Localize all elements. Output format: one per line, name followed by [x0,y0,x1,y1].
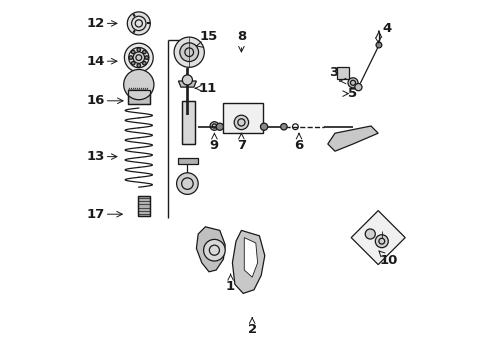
Circle shape [365,229,375,239]
Circle shape [348,78,358,88]
Circle shape [210,122,219,130]
Circle shape [131,62,135,65]
Circle shape [375,235,388,248]
Text: 3: 3 [329,66,338,78]
Text: 7: 7 [237,139,246,152]
Text: 14: 14 [86,55,105,68]
Text: 9: 9 [210,139,219,152]
Circle shape [234,115,248,130]
Circle shape [261,123,268,130]
Circle shape [182,75,193,85]
Circle shape [133,52,145,63]
Bar [182,101,195,144]
Polygon shape [178,81,196,87]
Text: 11: 11 [198,82,216,95]
Text: 5: 5 [348,87,358,100]
Text: 2: 2 [247,323,257,336]
Text: 6: 6 [294,139,304,152]
Polygon shape [196,227,225,272]
Polygon shape [231,112,245,126]
Circle shape [143,62,146,65]
Circle shape [174,37,204,67]
Text: 1: 1 [226,280,235,293]
Polygon shape [178,158,198,164]
Circle shape [281,123,287,130]
Circle shape [129,56,133,59]
Circle shape [131,50,135,54]
Circle shape [124,43,153,72]
Polygon shape [328,126,378,151]
Polygon shape [245,238,258,277]
Bar [139,196,150,216]
Circle shape [376,42,382,48]
Text: 15: 15 [200,30,218,42]
Polygon shape [337,67,349,79]
Circle shape [137,64,141,67]
Polygon shape [139,196,150,216]
Circle shape [127,12,150,35]
Bar [128,90,149,104]
Circle shape [123,69,154,100]
Text: 12: 12 [86,17,105,30]
Circle shape [355,84,362,91]
Polygon shape [351,211,405,265]
Circle shape [204,239,225,261]
Polygon shape [232,230,265,293]
Circle shape [176,173,198,194]
Text: 8: 8 [237,30,246,42]
Text: 13: 13 [86,150,105,163]
Text: 10: 10 [380,255,398,267]
Text: 17: 17 [86,208,105,221]
Polygon shape [128,90,149,104]
Circle shape [180,43,198,62]
Circle shape [143,50,146,54]
Bar [223,103,263,133]
Circle shape [216,123,223,130]
Circle shape [145,56,148,59]
Polygon shape [182,101,195,144]
Text: 16: 16 [86,94,105,107]
Circle shape [137,48,141,51]
Text: 4: 4 [383,22,392,35]
